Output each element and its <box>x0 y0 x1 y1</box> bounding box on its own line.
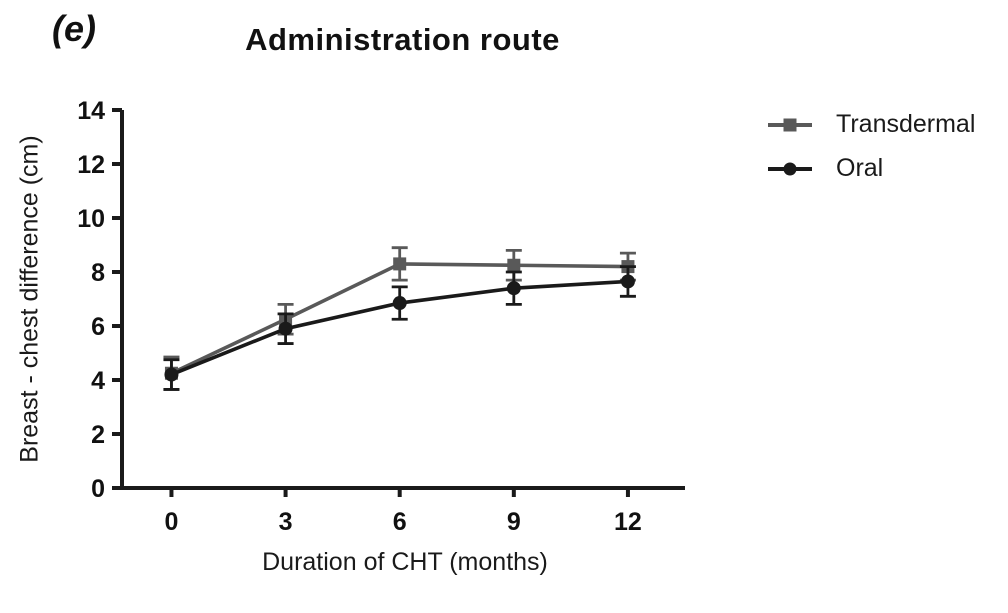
legend: Transdermal Oral <box>768 112 975 181</box>
x-axis-label: Duration of CHT (months) <box>262 548 548 576</box>
legend-label: Transdermal <box>836 110 976 138</box>
oral-line-swatch <box>768 162 812 175</box>
legend-item-oral: Oral <box>768 156 975 181</box>
y-tick-label: 14 <box>77 97 105 125</box>
x-tick-label: 0 <box>164 508 178 536</box>
data-point-circle <box>620 274 635 289</box>
x-tick-label: 6 <box>393 508 407 536</box>
legend-label: Oral <box>836 154 884 182</box>
data-point-circle <box>392 296 407 311</box>
y-tick-label: 6 <box>91 313 105 341</box>
circle-marker-icon <box>783 162 797 175</box>
x-tick-label: 9 <box>507 508 521 536</box>
data-point-square <box>507 258 521 272</box>
y-tick-label: 12 <box>77 151 105 179</box>
y-tick-label: 4 <box>91 367 105 395</box>
transdermal-line-swatch <box>768 118 812 131</box>
data-point-square <box>393 257 407 271</box>
chart-title: Administration route <box>245 22 560 57</box>
y-tick-label: 8 <box>91 259 105 287</box>
data-point-circle <box>164 367 179 382</box>
x-tick-label: 12 <box>614 508 642 536</box>
data-point-circle <box>278 321 293 336</box>
square-marker-icon <box>783 118 797 131</box>
y-tick-label: 10 <box>77 205 105 233</box>
y-tick-label: 2 <box>91 421 105 449</box>
legend-item-transdermal: Transdermal <box>768 112 975 137</box>
data-point-circle <box>506 281 521 296</box>
panel-label: (e) <box>52 8 96 49</box>
x-tick-label: 3 <box>279 508 293 536</box>
y-tick-label: 0 <box>91 475 105 503</box>
